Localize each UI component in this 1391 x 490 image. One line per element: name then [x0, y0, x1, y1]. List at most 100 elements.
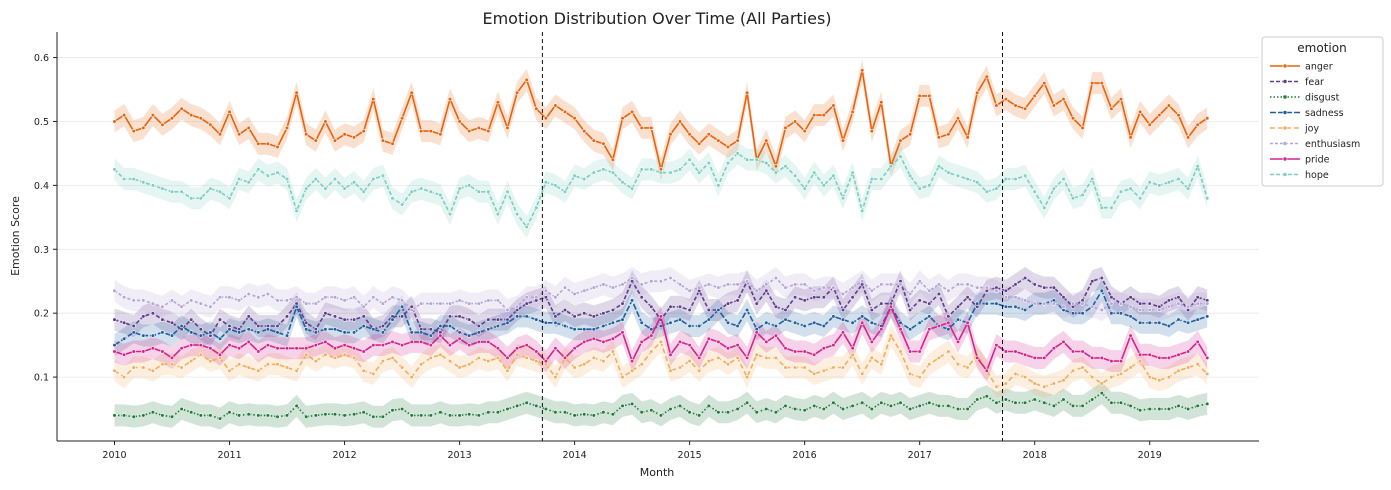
legend-label-disgust: disgust	[1305, 93, 1340, 104]
data-point-hope	[217, 189, 223, 194]
legend-label-hope: hope	[1305, 170, 1329, 181]
markers-enthusiasm	[112, 275, 1210, 313]
data-point-enthusiasm	[754, 288, 759, 293]
data-point-anger	[936, 135, 942, 140]
data-point-sadness	[189, 330, 194, 335]
data-point-hope	[534, 205, 539, 210]
data-point-pride	[447, 343, 453, 348]
data-point-hope	[1080, 192, 1085, 198]
data-point-fear	[601, 311, 606, 316]
markers-sadness	[112, 288, 1210, 348]
data-point-joy	[189, 359, 194, 364]
data-point-hope	[1166, 180, 1171, 185]
data-point-joy	[610, 349, 616, 354]
data-point-sadness	[572, 327, 577, 332]
data-point-anger	[121, 112, 127, 118]
data-point-fear	[428, 327, 433, 332]
data-point-hope	[390, 196, 395, 201]
data-point-pride	[658, 314, 664, 319]
data-point-joy	[697, 368, 702, 373]
data-point-hope	[371, 176, 376, 182]
data-point-disgust	[1032, 397, 1037, 402]
data-point-disgust	[323, 412, 328, 417]
data-point-disgust	[591, 413, 596, 418]
data-point-hope	[562, 189, 568, 194]
data-point-fear	[476, 323, 481, 329]
data-point-enthusiasm	[1090, 304, 1095, 309]
data-point-enthusiasm	[572, 291, 577, 297]
data-point-sadness	[831, 314, 836, 319]
data-point-pride	[514, 346, 520, 351]
data-point-sadness	[543, 320, 549, 325]
data-point-hope	[773, 170, 779, 175]
data-point-anger	[994, 103, 999, 108]
data-point-hope	[361, 189, 366, 194]
data-point-fear	[457, 314, 462, 319]
data-point-enthusiasm	[112, 288, 117, 293]
data-point-disgust	[390, 408, 395, 413]
data-point-disgust	[1070, 403, 1076, 409]
data-point-pride	[1128, 333, 1133, 338]
data-point-sadness	[1205, 314, 1210, 319]
data-point-disgust	[1022, 400, 1028, 405]
data-point-sadness	[361, 323, 366, 329]
data-point-disgust	[553, 410, 558, 415]
y-tick-label: 0.1	[34, 373, 49, 384]
data-point-pride	[677, 339, 683, 345]
data-point-anger	[591, 138, 596, 143]
data-point-fear	[160, 317, 165, 322]
data-point-enthusiasm	[543, 288, 549, 293]
data-point-joy	[773, 355, 779, 361]
data-point-hope	[150, 183, 155, 188]
data-point-disgust	[514, 403, 520, 409]
data-point-sadness	[1195, 317, 1200, 322]
data-point-disgust	[1157, 406, 1162, 412]
data-point-hope	[227, 196, 232, 201]
data-point-enthusiasm	[1042, 301, 1047, 306]
data-point-joy	[275, 362, 280, 367]
data-point-enthusiasm	[352, 295, 357, 300]
data-point-hope	[1003, 176, 1009, 182]
data-point-anger	[237, 132, 242, 137]
data-point-joy	[447, 359, 453, 364]
data-point-pride	[284, 346, 290, 351]
data-point-hope	[1147, 180, 1152, 185]
data-point-enthusiasm	[744, 279, 750, 284]
data-point-disgust	[840, 406, 846, 412]
data-point-joy	[1137, 359, 1143, 364]
data-point-pride	[150, 346, 155, 351]
data-point-hope	[601, 167, 606, 172]
data-point-sadness	[764, 320, 769, 325]
data-point-hope	[687, 157, 692, 162]
data-point-hope	[553, 183, 558, 188]
data-point-disgust	[1147, 406, 1152, 412]
data-point-anger	[1061, 96, 1066, 102]
data-point-enthusiasm	[198, 301, 203, 306]
data-point-anger	[850, 109, 855, 114]
data-point-joy	[256, 368, 261, 373]
data-point-anger	[792, 119, 798, 124]
data-point-anger	[1051, 103, 1056, 108]
data-point-joy	[1128, 365, 1133, 370]
data-point-sadness	[907, 327, 913, 332]
data-point-fear	[1032, 282, 1037, 287]
data-point-anger	[1195, 122, 1200, 127]
data-point-hope	[275, 170, 280, 175]
data-point-hope	[994, 186, 999, 191]
data-point-fear	[467, 317, 472, 322]
data-point-hope	[802, 186, 807, 191]
legend[interactable]: emotion anger fear disgust sadness joy enthus…	[1261, 36, 1384, 187]
data-point-fear	[812, 295, 817, 300]
data-point-pride	[1195, 339, 1200, 345]
data-point-enthusiasm	[495, 298, 501, 303]
data-point-anger	[1042, 80, 1047, 86]
data-point-anger	[141, 125, 146, 130]
band-pride	[114, 295, 1208, 382]
markers-anger	[112, 68, 1210, 172]
data-point-hope	[256, 167, 261, 172]
data-point-enthusiasm	[1205, 301, 1210, 306]
data-point-disgust	[275, 414, 280, 419]
data-point-joy	[1070, 368, 1076, 373]
data-point-disgust	[917, 403, 922, 409]
